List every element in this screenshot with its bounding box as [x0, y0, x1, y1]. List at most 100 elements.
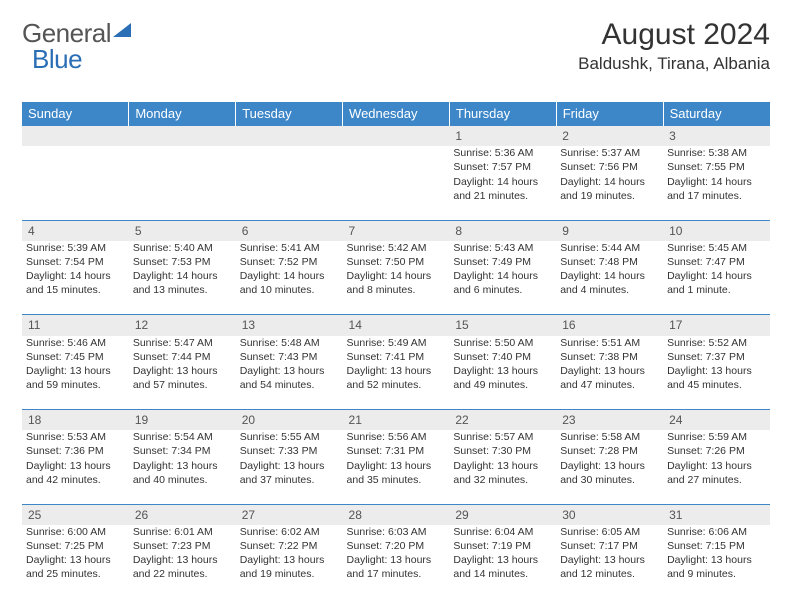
day-number: 18: [22, 410, 129, 431]
day-cell: Sunrise: 6:02 AM Sunset: 7:22 PM Dayligh…: [236, 525, 343, 599]
day-number: 14: [343, 315, 450, 336]
day-number: 19: [129, 410, 236, 431]
day-cell: [22, 146, 129, 220]
day-text: Sunrise: 5:45 AM Sunset: 7:47 PM Dayligh…: [667, 241, 766, 298]
day-number: 29: [449, 504, 556, 525]
brand-logo-line2: Blue: [32, 44, 82, 75]
day-text: Sunrise: 5:55 AM Sunset: 7:33 PM Dayligh…: [240, 430, 339, 487]
day-text: Sunrise: 5:41 AM Sunset: 7:52 PM Dayligh…: [240, 241, 339, 298]
day-cell: Sunrise: 5:51 AM Sunset: 7:38 PM Dayligh…: [556, 336, 663, 410]
day-cell: Sunrise: 5:40 AM Sunset: 7:53 PM Dayligh…: [129, 241, 236, 315]
day-number: 30: [556, 504, 663, 525]
day-text: Sunrise: 5:59 AM Sunset: 7:26 PM Dayligh…: [667, 430, 766, 487]
day-cell: Sunrise: 5:44 AM Sunset: 7:48 PM Dayligh…: [556, 241, 663, 315]
day-text: Sunrise: 5:51 AM Sunset: 7:38 PM Dayligh…: [560, 336, 659, 393]
day-number: [129, 126, 236, 147]
day-text: Sunrise: 5:57 AM Sunset: 7:30 PM Dayligh…: [453, 430, 552, 487]
day-cell: Sunrise: 6:00 AM Sunset: 7:25 PM Dayligh…: [22, 525, 129, 599]
weekday-header: Sunday: [22, 102, 129, 126]
day-text: Sunrise: 5:43 AM Sunset: 7:49 PM Dayligh…: [453, 241, 552, 298]
day-number-row: 25262728293031: [22, 504, 770, 525]
day-text: Sunrise: 6:01 AM Sunset: 7:23 PM Dayligh…: [133, 525, 232, 582]
weekday-row: SundayMondayTuesdayWednesdayThursdayFrid…: [22, 102, 770, 126]
day-number: 24: [663, 410, 770, 431]
day-cell: Sunrise: 5:54 AM Sunset: 7:34 PM Dayligh…: [129, 430, 236, 504]
day-cell: Sunrise: 5:50 AM Sunset: 7:40 PM Dayligh…: [449, 336, 556, 410]
day-text: Sunrise: 5:48 AM Sunset: 7:43 PM Dayligh…: [240, 336, 339, 393]
month-title: August 2024: [578, 18, 770, 52]
day-text: Sunrise: 5:40 AM Sunset: 7:53 PM Dayligh…: [133, 241, 232, 298]
day-text: Sunrise: 6:06 AM Sunset: 7:15 PM Dayligh…: [667, 525, 766, 582]
day-number: 6: [236, 220, 343, 241]
day-cell: Sunrise: 5:52 AM Sunset: 7:37 PM Dayligh…: [663, 336, 770, 410]
day-number-row: 18192021222324: [22, 410, 770, 431]
day-number: [22, 126, 129, 147]
day-text: Sunrise: 5:37 AM Sunset: 7:56 PM Dayligh…: [560, 146, 659, 203]
calendar-head: SundayMondayTuesdayWednesdayThursdayFrid…: [22, 102, 770, 126]
title-block: August 2024 Baldushk, Tirana, Albania: [578, 18, 770, 74]
day-number: 13: [236, 315, 343, 336]
day-number: 26: [129, 504, 236, 525]
day-number: 5: [129, 220, 236, 241]
day-content-row: Sunrise: 5:46 AM Sunset: 7:45 PM Dayligh…: [22, 336, 770, 410]
day-number: 3: [663, 126, 770, 147]
day-text: Sunrise: 6:04 AM Sunset: 7:19 PM Dayligh…: [453, 525, 552, 582]
day-number: 1: [449, 126, 556, 147]
day-text: Sunrise: 5:50 AM Sunset: 7:40 PM Dayligh…: [453, 336, 552, 393]
day-cell: Sunrise: 5:38 AM Sunset: 7:55 PM Dayligh…: [663, 146, 770, 220]
day-cell: Sunrise: 5:49 AM Sunset: 7:41 PM Dayligh…: [343, 336, 450, 410]
weekday-header: Saturday: [663, 102, 770, 126]
day-number: 16: [556, 315, 663, 336]
day-cell: Sunrise: 5:37 AM Sunset: 7:56 PM Dayligh…: [556, 146, 663, 220]
day-content-row: Sunrise: 5:36 AM Sunset: 7:57 PM Dayligh…: [22, 146, 770, 220]
day-number: 27: [236, 504, 343, 525]
day-content-row: Sunrise: 5:53 AM Sunset: 7:36 PM Dayligh…: [22, 430, 770, 504]
day-number: 4: [22, 220, 129, 241]
day-number: 12: [129, 315, 236, 336]
day-cell: Sunrise: 5:39 AM Sunset: 7:54 PM Dayligh…: [22, 241, 129, 315]
day-cell: Sunrise: 5:53 AM Sunset: 7:36 PM Dayligh…: [22, 430, 129, 504]
day-text: Sunrise: 5:39 AM Sunset: 7:54 PM Dayligh…: [26, 241, 125, 298]
day-content-row: Sunrise: 5:39 AM Sunset: 7:54 PM Dayligh…: [22, 241, 770, 315]
day-cell: Sunrise: 5:48 AM Sunset: 7:43 PM Dayligh…: [236, 336, 343, 410]
day-text: Sunrise: 5:47 AM Sunset: 7:44 PM Dayligh…: [133, 336, 232, 393]
day-number: 22: [449, 410, 556, 431]
day-number: 7: [343, 220, 450, 241]
day-number: 15: [449, 315, 556, 336]
day-text: Sunrise: 5:44 AM Sunset: 7:48 PM Dayligh…: [560, 241, 659, 298]
day-text: Sunrise: 5:46 AM Sunset: 7:45 PM Dayligh…: [26, 336, 125, 393]
logo-triangle-icon: [113, 23, 131, 37]
day-text: Sunrise: 5:56 AM Sunset: 7:31 PM Dayligh…: [347, 430, 446, 487]
day-number: 11: [22, 315, 129, 336]
day-number: [236, 126, 343, 147]
weekday-header: Tuesday: [236, 102, 343, 126]
day-text: Sunrise: 5:42 AM Sunset: 7:50 PM Dayligh…: [347, 241, 446, 298]
day-cell: Sunrise: 5:57 AM Sunset: 7:30 PM Dayligh…: [449, 430, 556, 504]
day-cell: Sunrise: 5:55 AM Sunset: 7:33 PM Dayligh…: [236, 430, 343, 504]
weekday-header: Friday: [556, 102, 663, 126]
weekday-header: Wednesday: [343, 102, 450, 126]
day-number-row: 123: [22, 126, 770, 147]
day-number: 8: [449, 220, 556, 241]
day-cell: Sunrise: 5:58 AM Sunset: 7:28 PM Dayligh…: [556, 430, 663, 504]
location-text: Baldushk, Tirana, Albania: [578, 54, 770, 74]
day-cell: Sunrise: 5:43 AM Sunset: 7:49 PM Dayligh…: [449, 241, 556, 315]
weekday-header: Thursday: [449, 102, 556, 126]
day-number: 21: [343, 410, 450, 431]
day-text: Sunrise: 5:53 AM Sunset: 7:36 PM Dayligh…: [26, 430, 125, 487]
day-cell: Sunrise: 6:05 AM Sunset: 7:17 PM Dayligh…: [556, 525, 663, 599]
day-cell: Sunrise: 6:01 AM Sunset: 7:23 PM Dayligh…: [129, 525, 236, 599]
day-number: 20: [236, 410, 343, 431]
day-cell: Sunrise: 5:56 AM Sunset: 7:31 PM Dayligh…: [343, 430, 450, 504]
day-number: 31: [663, 504, 770, 525]
day-number: 2: [556, 126, 663, 147]
day-text: Sunrise: 6:03 AM Sunset: 7:20 PM Dayligh…: [347, 525, 446, 582]
day-number: 17: [663, 315, 770, 336]
day-cell: Sunrise: 5:47 AM Sunset: 7:44 PM Dayligh…: [129, 336, 236, 410]
day-number: [343, 126, 450, 147]
day-cell: Sunrise: 6:03 AM Sunset: 7:20 PM Dayligh…: [343, 525, 450, 599]
day-text: Sunrise: 5:52 AM Sunset: 7:37 PM Dayligh…: [667, 336, 766, 393]
day-number: 10: [663, 220, 770, 241]
day-number: 25: [22, 504, 129, 525]
day-text: Sunrise: 5:49 AM Sunset: 7:41 PM Dayligh…: [347, 336, 446, 393]
